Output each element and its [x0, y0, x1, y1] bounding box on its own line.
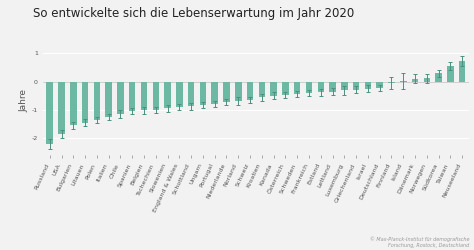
- Bar: [400, 81, 407, 82]
- Bar: [247, 82, 253, 100]
- Bar: [388, 82, 395, 83]
- Bar: [58, 82, 65, 134]
- Bar: [235, 82, 242, 101]
- Bar: [376, 82, 383, 88]
- Bar: [341, 82, 347, 90]
- Bar: [259, 82, 265, 97]
- Bar: [70, 82, 76, 126]
- Bar: [223, 82, 230, 102]
- Bar: [424, 78, 430, 82]
- Bar: [105, 82, 112, 117]
- Bar: [436, 73, 442, 82]
- Bar: [164, 82, 171, 108]
- Bar: [176, 82, 182, 107]
- Bar: [353, 82, 359, 90]
- Bar: [188, 82, 194, 106]
- Bar: [412, 79, 418, 82]
- Bar: [270, 82, 277, 96]
- Bar: [117, 82, 124, 114]
- Bar: [282, 82, 289, 95]
- Bar: [447, 66, 454, 82]
- Bar: [200, 82, 206, 105]
- Bar: [459, 61, 465, 82]
- Bar: [211, 82, 218, 104]
- Bar: [46, 82, 53, 144]
- Bar: [141, 82, 147, 110]
- Bar: [318, 82, 324, 92]
- Bar: [329, 82, 336, 92]
- Y-axis label: Jahre: Jahre: [20, 88, 29, 112]
- Bar: [129, 82, 136, 111]
- Bar: [82, 82, 88, 122]
- Bar: [153, 82, 159, 110]
- Text: So entwickelte sich die Lebenserwartung im Jahr 2020: So entwickelte sich die Lebenserwartung …: [33, 8, 355, 20]
- Bar: [306, 82, 312, 93]
- Bar: [94, 82, 100, 120]
- Bar: [294, 82, 301, 94]
- Bar: [365, 82, 371, 89]
- Text: © Max-Planck-Institut für demografische
Forschung, Rostock, Deutschland: © Max-Planck-Institut für demografische …: [370, 236, 469, 248]
